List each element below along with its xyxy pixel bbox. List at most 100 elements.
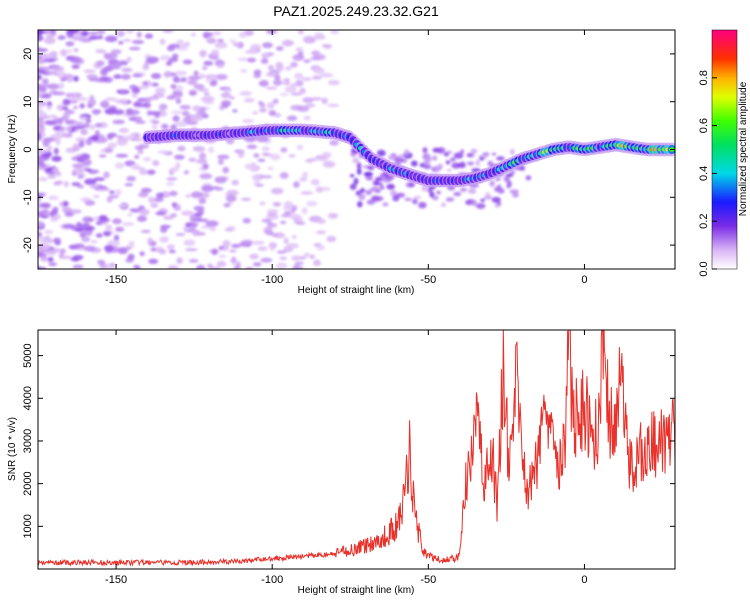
spectrogram-noise-blob <box>70 209 82 214</box>
spectrogram-noise-blob <box>158 103 168 111</box>
y-tick-label: -10 <box>22 189 34 205</box>
spectrogram-noise-blob <box>110 49 122 55</box>
spectrogram-noise-blob <box>44 229 54 235</box>
spectrogram-noise-blob <box>465 199 473 206</box>
y-tick-label: -20 <box>22 237 34 253</box>
spectrogram-noise-blob <box>306 201 318 207</box>
spectrogram-noise-blob <box>61 255 72 260</box>
spectrogram-noise-blob <box>43 211 51 217</box>
spectrogram-noise-blob <box>359 188 366 193</box>
spectrogram-noise-blob <box>99 215 108 220</box>
spectrogram-noise-blob <box>71 163 84 168</box>
spectrogram-noise-blob <box>38 55 42 59</box>
spectrogram-noise-blob <box>379 184 385 190</box>
spectrogram-noise-blob <box>53 213 61 220</box>
spectrogram-noise-blob <box>491 152 497 156</box>
spectrogram-noise-blob <box>250 43 262 51</box>
spectrogram-noise-blob <box>119 89 125 93</box>
spectrogram-noise-blob <box>327 103 340 108</box>
spectrogram-noise-blob <box>132 74 143 78</box>
spectrogram-noise-blob <box>176 257 183 264</box>
spectrogram-noise-blob <box>158 236 169 243</box>
spectrogram-noise-blob <box>429 191 435 198</box>
spectrogram-noise-blob <box>112 218 122 225</box>
spectrogram-noise-blob <box>202 31 210 39</box>
spectrogram-noise-blob <box>144 33 154 39</box>
spectrogram-noise-blob <box>293 181 300 188</box>
spectrogram-noise-blob <box>38 53 51 60</box>
spectrogram-noise-blob <box>212 31 222 36</box>
spectrogram-noise-blob <box>134 137 143 142</box>
spectrogram-noise-blob <box>61 106 69 110</box>
colorbar: 0.0 0.2 0.4 0.6 0.8 Normalized spectral ampl… <box>698 29 749 277</box>
spectrogram-noise-blob <box>189 218 203 222</box>
spectrogram-noise-blob <box>232 42 241 47</box>
spectrogram-noise-blob <box>38 197 41 203</box>
spectrogram-noise-blob <box>445 160 451 165</box>
spectrogram-noise-blob <box>192 105 201 112</box>
spectrogram-noise-blob <box>42 236 52 243</box>
spectrogram-noise-blob <box>443 152 449 157</box>
colorbar-tick-label: 0.4 <box>698 166 710 181</box>
spectrogram-noise-blob <box>310 178 320 186</box>
spectrogram-noise-blob <box>311 50 321 56</box>
spectrogram-noise-blob <box>192 229 200 237</box>
spectrogram-noise-blob <box>258 80 269 87</box>
spectrogram-noise-blob <box>146 56 160 64</box>
spectrogram-noise-blob <box>61 207 73 213</box>
spectrogram-noise-blob <box>159 110 168 117</box>
spectrogram-noise-blob <box>76 121 82 125</box>
spectrogram-noise-blob <box>272 79 283 86</box>
spectrogram-noise-blob <box>432 155 437 161</box>
spectrogram-noise-blob <box>137 149 144 155</box>
spectrogram-noise-blob <box>38 103 43 109</box>
spectrogram-noise-blob <box>46 114 58 119</box>
spectrogram-noise-blob <box>282 81 291 86</box>
spectrogram-noise-blob <box>218 159 224 165</box>
spectrogram-noise-blob <box>198 197 207 204</box>
spectrogram-noise-blob <box>261 218 272 223</box>
spectrogram-noise-blob <box>290 61 298 68</box>
spectrogram-noise-blob <box>224 227 235 232</box>
spectrogram-noise-blob <box>109 190 115 194</box>
spectrogram-noise-blob <box>89 95 95 101</box>
spectrogram-noise-blob <box>506 184 511 189</box>
spectrogram-noise-blob <box>155 87 166 94</box>
spectrogram-noise-blob <box>495 177 501 181</box>
spectrogram-noise-blob <box>166 45 176 52</box>
spectrogram-noise-blob <box>148 196 155 204</box>
spectrogram-noise-blob <box>140 229 151 233</box>
spectrogram-noise-blob <box>174 70 187 76</box>
spectrogram-noise-blob <box>386 183 396 190</box>
spectrogram-noise-blob <box>509 189 519 194</box>
spectrogram-noise-blob <box>244 50 252 54</box>
x-tick-label: -150 <box>105 274 127 286</box>
spectrogram-noise-blob <box>181 43 190 47</box>
colorbar-label: Normalized spectral amplitude <box>738 81 749 216</box>
spectrogram-noise-blob <box>205 74 218 79</box>
spectrogram-noise-blob <box>503 176 510 182</box>
spectrogram-noise-blob <box>97 134 106 139</box>
y-tick-label: 0 <box>22 146 34 152</box>
spectrogram-noise-blob <box>156 192 164 199</box>
spectrogram-noise-blob <box>52 167 60 174</box>
spectrogram-noise-blob <box>286 242 299 249</box>
spectrogram-noise-blob <box>85 138 93 146</box>
spectrogram-noise-blob <box>188 259 199 263</box>
spectrogram-noise-blob <box>261 52 269 58</box>
spectrogram-noise-blob <box>394 156 404 164</box>
spectrogram-noise-blob <box>424 165 429 170</box>
spectrogram-noise-blob <box>283 237 289 244</box>
spectrogram-noise-blob <box>349 173 355 178</box>
spectrogram-noise-blob <box>295 80 304 87</box>
spectrogram-noise-blob <box>78 140 85 148</box>
spectrogram-noise-blob <box>222 166 229 174</box>
spectrogram-noise-blob <box>127 253 135 260</box>
spectrogram-noise-blob <box>197 88 209 92</box>
spectrogram-noise-blob <box>326 235 337 243</box>
spectrogram-noise-blob <box>410 160 418 167</box>
spectrogram-noise-blob <box>38 74 42 81</box>
spectrogram-noise-blob <box>253 73 262 79</box>
spectrogram-noise-blob <box>147 237 153 245</box>
spectrogram-noise-blob <box>451 162 462 169</box>
